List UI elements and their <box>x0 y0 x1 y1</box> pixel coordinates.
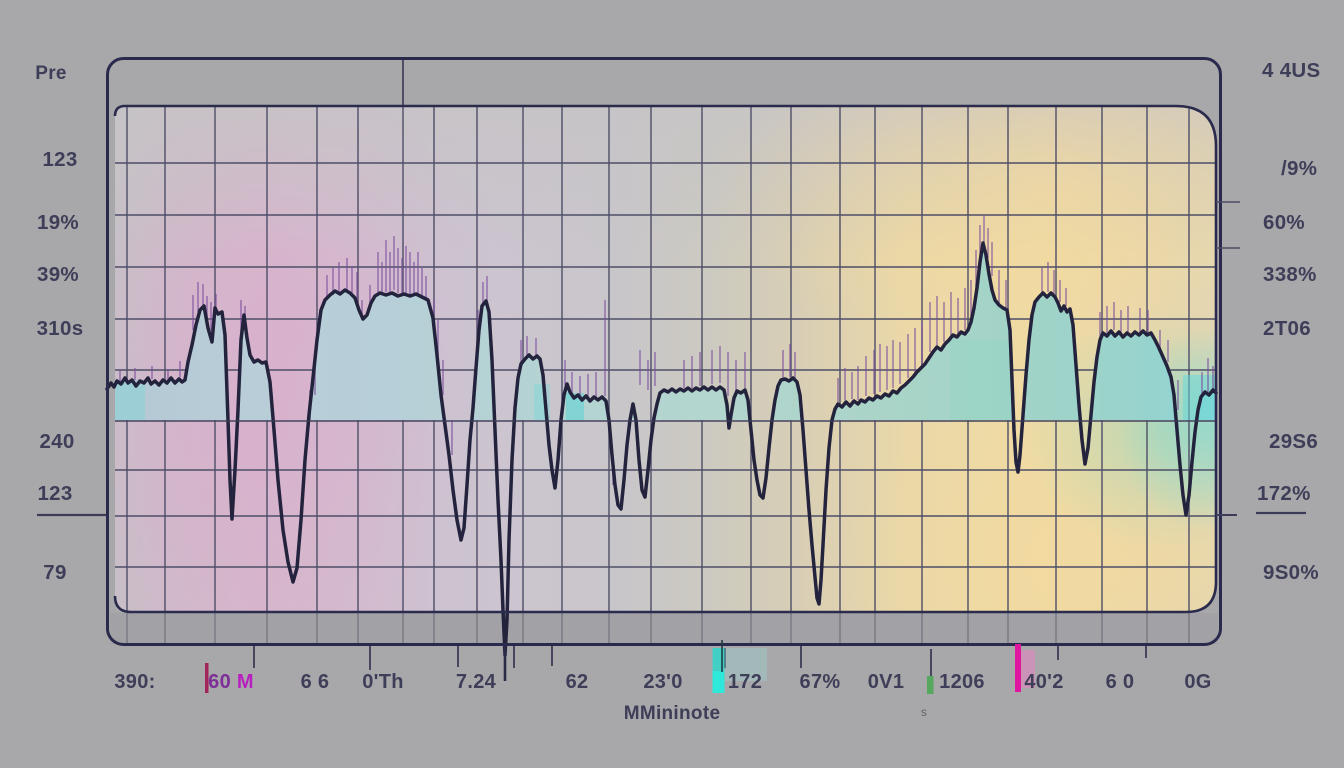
svg-text:2T06: 2T06 <box>1263 317 1311 340</box>
svg-text:19%: 19% <box>37 211 79 234</box>
svg-text:60 M: 60 M <box>208 671 254 693</box>
svg-text:4 4US: 4 4US <box>1262 59 1320 82</box>
svg-text:39%: 39% <box>37 263 79 286</box>
svg-text:172%: 172% <box>1257 482 1311 505</box>
svg-text:60%: 60% <box>1263 211 1305 234</box>
svg-text:310s: 310s <box>37 317 84 340</box>
svg-text:s: s <box>921 705 927 719</box>
svg-text:1206: 1206 <box>939 671 985 693</box>
svg-text:240: 240 <box>39 430 74 453</box>
svg-text:40'2: 40'2 <box>1024 671 1063 693</box>
svg-text:0G: 0G <box>1184 671 1211 693</box>
svg-text:123: 123 <box>37 482 72 505</box>
svg-text:62: 62 <box>566 671 589 693</box>
svg-text:67%: 67% <box>800 671 841 693</box>
svg-text:0V1: 0V1 <box>868 671 905 693</box>
svg-text:123: 123 <box>42 148 77 171</box>
svg-text:29S6: 29S6 <box>1269 430 1318 453</box>
svg-text:338%: 338% <box>1263 263 1317 286</box>
svg-text:6 0: 6 0 <box>1106 671 1135 693</box>
svg-text:7.24: 7.24 <box>456 671 497 693</box>
svg-text:/9%: /9% <box>1281 157 1317 180</box>
svg-text:Pre: Pre <box>35 63 67 84</box>
svg-text:9S0%: 9S0% <box>1263 561 1319 584</box>
svg-text:172: 172 <box>728 671 762 693</box>
svg-text:6 6: 6 6 <box>301 671 330 693</box>
svg-text:79: 79 <box>43 561 66 584</box>
svg-text:0'Th: 0'Th <box>362 671 404 693</box>
svg-text:MMininote: MMininote <box>624 703 721 724</box>
svg-text:390:: 390: <box>114 671 155 693</box>
svg-text:23'0: 23'0 <box>643 671 682 693</box>
